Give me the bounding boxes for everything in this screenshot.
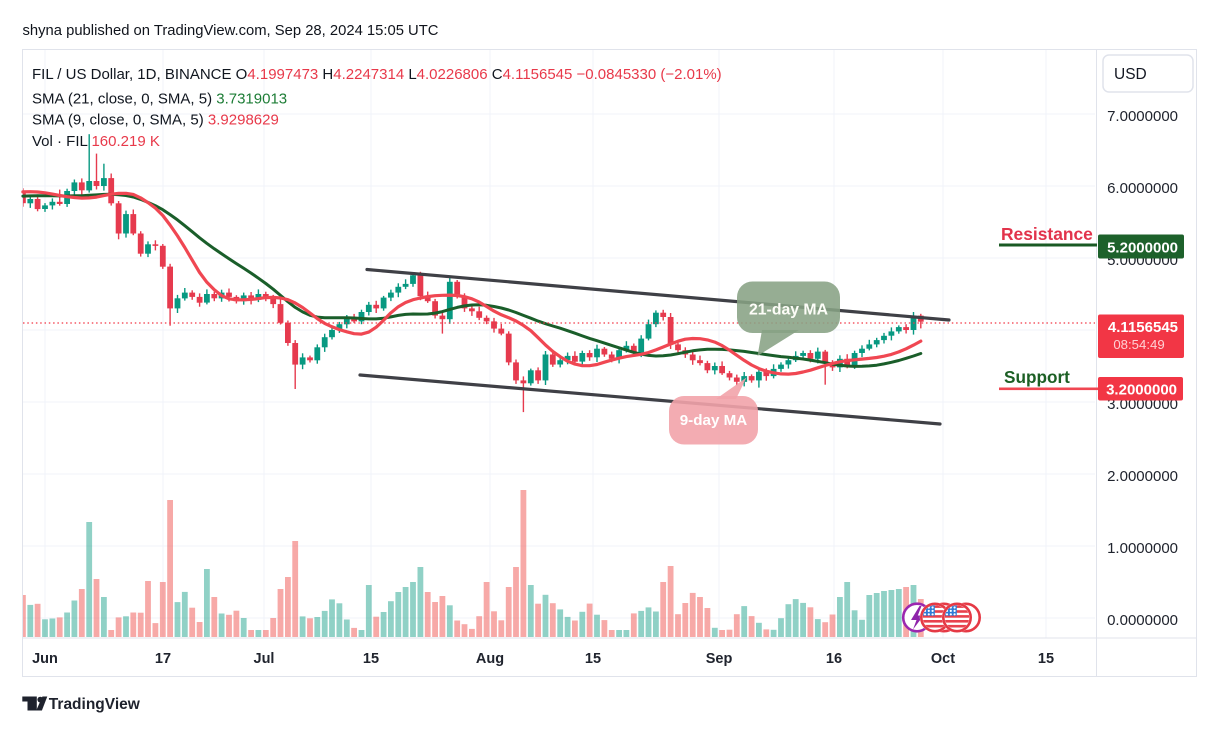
svg-text:0.0000000: 0.0000000 bbox=[1107, 612, 1178, 629]
svg-text:Jun: Jun bbox=[32, 651, 58, 667]
svg-text:16: 16 bbox=[826, 651, 842, 667]
svg-text:21-day MA: 21-day MA bbox=[749, 302, 828, 319]
svg-text:7.0000000: 7.0000000 bbox=[1107, 108, 1178, 125]
svg-text:15: 15 bbox=[363, 651, 379, 667]
svg-text:SMA (21, close, 0, SMA, 5) 3.: SMA (21, close, 0, SMA, 5) 3.7319013 bbox=[32, 91, 287, 108]
svg-text:08:54:49: 08:54:49 bbox=[1113, 337, 1164, 352]
svg-text:Resistance: Resistance bbox=[1001, 224, 1093, 244]
svg-text:Vol · FIL 160.219 K: Vol · FIL 160.219 K bbox=[32, 133, 160, 150]
svg-text:FIL / US Dollar, 1D, BINANCE: FIL / US Dollar, 1D, BINANCE O4.1997473 … bbox=[32, 66, 722, 83]
svg-text:4.1156545: 4.1156545 bbox=[1108, 319, 1178, 336]
svg-text:TradingView: TradingView bbox=[49, 696, 141, 713]
svg-text:6.0000000: 6.0000000 bbox=[1107, 180, 1178, 197]
svg-text:SMA (9, close, 0, SMA, 5) 3.9: SMA (9, close, 0, SMA, 5) 3.9298629 bbox=[32, 112, 279, 129]
svg-text:2.0000000: 2.0000000 bbox=[1107, 468, 1178, 485]
svg-text:15: 15 bbox=[1038, 651, 1054, 667]
svg-text:9-day MA: 9-day MA bbox=[680, 412, 748, 429]
svg-text:USD: USD bbox=[1114, 66, 1147, 83]
svg-text:3.2000000: 3.2000000 bbox=[1106, 382, 1177, 399]
svg-text:Sep: Sep bbox=[706, 651, 733, 667]
svg-text:Oct: Oct bbox=[931, 651, 955, 667]
svg-text:15: 15 bbox=[585, 651, 601, 667]
svg-text:Support: Support bbox=[1004, 367, 1070, 387]
svg-text:shyna published on TradingView: shyna published on TradingView.com, Sep … bbox=[23, 23, 439, 39]
svg-text:Aug: Aug bbox=[476, 651, 504, 667]
svg-text:Jul: Jul bbox=[254, 651, 275, 667]
svg-text:17: 17 bbox=[155, 651, 171, 667]
svg-text:1.0000000: 1.0000000 bbox=[1107, 540, 1178, 557]
svg-text:5.2000000: 5.2000000 bbox=[1107, 240, 1178, 257]
